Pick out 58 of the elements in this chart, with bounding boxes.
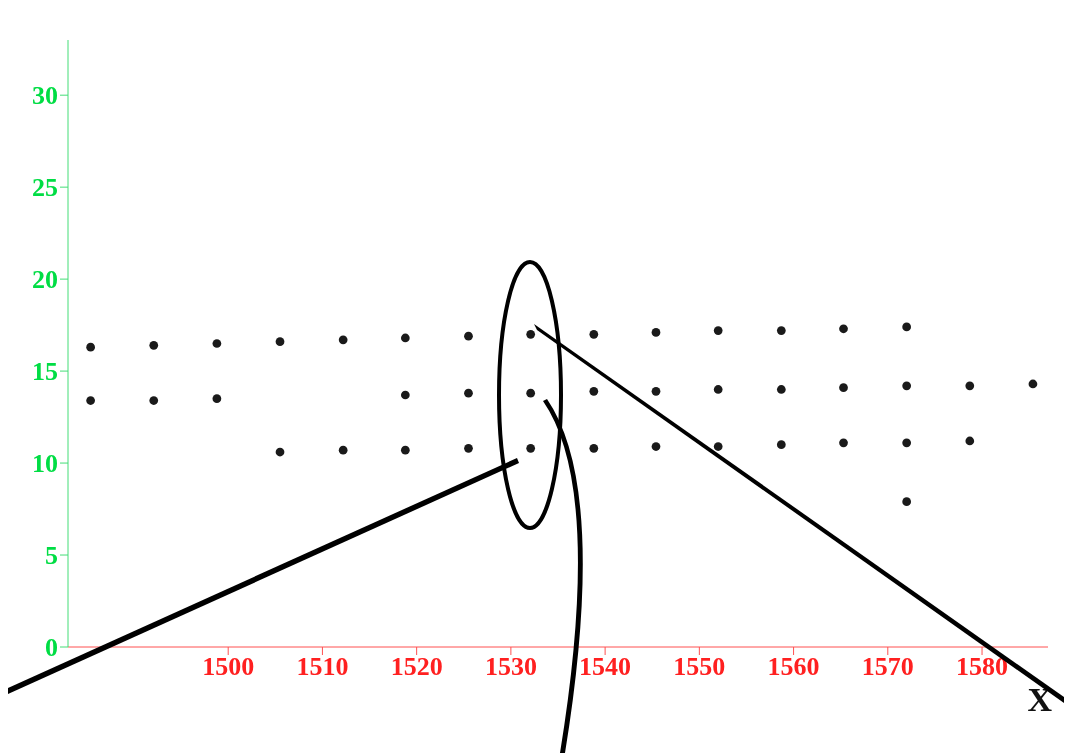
point [589, 329, 599, 339]
point [651, 442, 661, 451]
point [400, 445, 410, 455]
point [464, 388, 473, 398]
point [839, 383, 848, 393]
point [338, 445, 348, 455]
y-tick-label: 5 [45, 541, 58, 571]
point [338, 335, 348, 345]
point [526, 329, 536, 339]
point [1028, 379, 1038, 389]
point [776, 385, 786, 394]
point [839, 324, 848, 334]
point [526, 443, 536, 453]
point [212, 394, 222, 404]
x-axis-title: X [1027, 681, 1053, 718]
x-tick-label: 1540 [579, 652, 632, 682]
point [86, 396, 95, 405]
x-tick-label: 1560 [767, 652, 820, 682]
point [589, 386, 599, 396]
point [839, 438, 848, 448]
point [902, 497, 912, 507]
y-tick-label: 25 [32, 173, 58, 203]
point [212, 339, 222, 348]
point [902, 438, 912, 448]
point [776, 326, 786, 335]
point [713, 385, 723, 394]
point [275, 447, 285, 457]
point [275, 337, 285, 347]
x-tick-label: 1580 [956, 652, 1009, 682]
point [902, 322, 912, 332]
point [965, 436, 975, 446]
x-tick-label: 1550 [673, 652, 726, 682]
point [86, 342, 95, 352]
point [965, 381, 975, 391]
y-tick-label: 10 [32, 449, 58, 479]
y-tick-label: 0 [45, 633, 58, 663]
point [526, 388, 536, 398]
x-tick-label: 1520 [390, 652, 443, 682]
x-tick-label: 1510 [296, 652, 349, 682]
point [902, 381, 912, 391]
point [400, 333, 410, 343]
y-tick-label: 15 [32, 357, 58, 387]
x-tick-label: 1530 [484, 652, 537, 682]
x-tick-label: 1570 [861, 652, 914, 682]
point [713, 326, 723, 335]
point [651, 386, 661, 396]
y-tick-label: 20 [32, 265, 58, 295]
point [651, 328, 661, 337]
point [400, 390, 410, 400]
point [589, 443, 599, 453]
point [713, 442, 723, 451]
point [149, 396, 159, 405]
x-tick-label: 1500 [202, 652, 255, 682]
point [776, 440, 786, 450]
point [149, 340, 159, 350]
y-tick-label: 30 [32, 81, 58, 111]
point [464, 331, 473, 341]
point [464, 443, 473, 453]
